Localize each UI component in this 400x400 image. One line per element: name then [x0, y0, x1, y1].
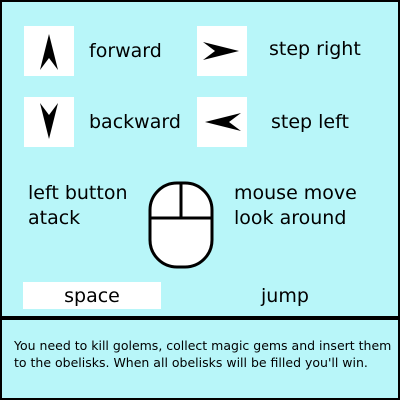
step-left-key — [197, 97, 247, 147]
backward-label: backward — [89, 111, 181, 133]
look-around-label: look around — [234, 207, 347, 229]
instructions-text: You need to kill golems, collect magic g… — [14, 338, 392, 370]
space-key: space — [23, 282, 161, 309]
arrow-left-icon — [205, 113, 241, 131]
step-left-label: step left — [271, 111, 349, 133]
jump-label: jump — [261, 285, 309, 307]
mouse-move-label: mouse move — [234, 182, 357, 204]
mouse-icon — [148, 181, 214, 269]
arrow-right-icon — [203, 42, 239, 60]
arrow-down-icon — [40, 103, 58, 139]
attack-label: atack — [28, 207, 81, 229]
controls-panel: forward step right backward step left le… — [2, 2, 398, 316]
step-right-label: step right — [269, 38, 361, 60]
forward-key — [24, 26, 74, 76]
arrow-up-icon — [40, 34, 58, 70]
left-button-label: left button — [28, 182, 128, 204]
instructions-box — [2, 320, 398, 398]
step-right-key — [197, 26, 247, 76]
forward-label: forward — [89, 40, 162, 62]
backward-key — [24, 97, 74, 147]
